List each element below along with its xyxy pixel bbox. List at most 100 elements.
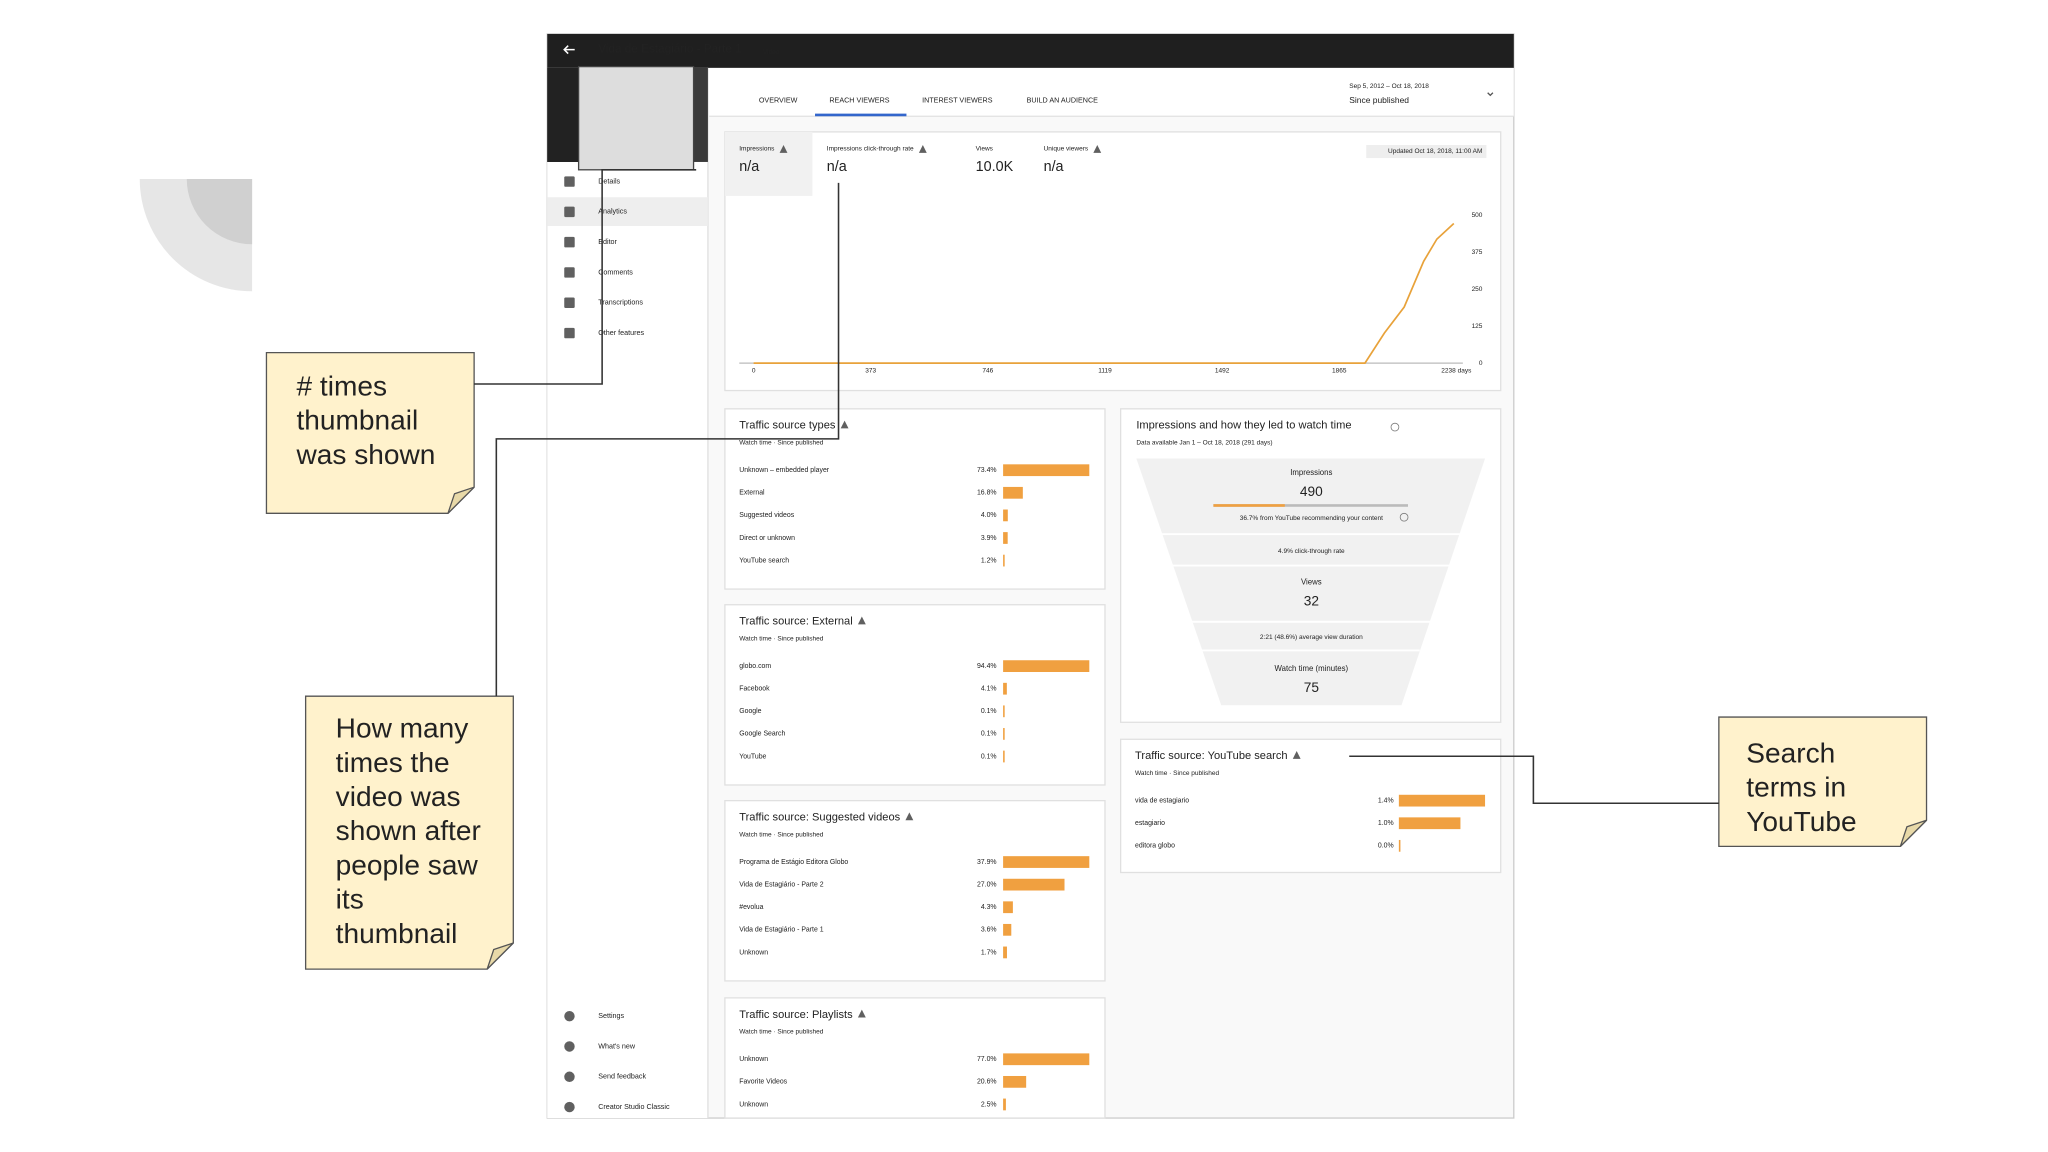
nav-icon	[564, 236, 575, 248]
funnel-label: Views	[1301, 578, 1322, 587]
note-text: people saw	[336, 849, 479, 880]
nav-item[interactable]: Settings	[598, 1012, 624, 1020]
funnel-note: 2:21 (48.6%) average view duration	[1260, 634, 1363, 641]
app-header	[547, 33, 1514, 68]
card-subtitle: Watch time · Since published	[739, 831, 824, 838]
source-value: 0.1%	[981, 753, 997, 760]
funnel-shape	[1136, 458, 1486, 706]
y-tick-label: 0	[1479, 360, 1483, 367]
source-bar	[1003, 946, 1007, 959]
source-value: 1.4%	[1378, 797, 1394, 804]
metric-value: n/a	[827, 159, 847, 175]
tab[interactable]: OVERVIEW	[759, 96, 798, 104]
funnel-label: Watch time (minutes)	[1275, 664, 1349, 673]
source-bar	[1003, 901, 1013, 914]
updated-note: Updated Oct 18, 2018, 11:00 AM	[1388, 148, 1482, 155]
note-text: YouTube	[1746, 806, 1856, 837]
source-value: 20.6%	[977, 1079, 997, 1086]
funnel-title: Impressions and how they led to watch ti…	[1136, 420, 1351, 432]
metric-value: 10.0K	[976, 159, 1014, 175]
metric-label: Impressions	[739, 146, 775, 153]
note-boxes	[265, 352, 1928, 970]
card-title: Traffic source: YouTube search	[1135, 750, 1288, 762]
tab[interactable]: BUILD AN AUDIENCE	[1027, 96, 1099, 104]
info-icon	[857, 616, 866, 625]
nav-item[interactable]: Send feedback	[598, 1073, 646, 1081]
note-text: # times	[296, 370, 387, 401]
back-arrow[interactable]	[563, 45, 575, 55]
info-icon	[918, 144, 927, 153]
source-value: 27.0%	[977, 881, 997, 888]
nav-item[interactable]: What's new	[598, 1042, 636, 1050]
source-value: 3.9%	[981, 535, 997, 542]
funnel-value: 32	[1304, 594, 1319, 609]
source-name: Favorite Videos	[739, 1079, 787, 1086]
source-value: 1.7%	[981, 949, 997, 956]
source-name: vida de estagiario	[1135, 797, 1189, 804]
source-bar	[1003, 486, 1023, 499]
note-text: was shown	[295, 439, 435, 470]
funnel-value: 490	[1300, 484, 1323, 499]
nav-item[interactable]: Editor	[598, 238, 617, 246]
note-text: thumbnail	[296, 405, 418, 436]
x-tick-label: 1119	[1098, 368, 1112, 375]
source-name: editora globo	[1135, 843, 1175, 850]
source-bar	[1003, 878, 1065, 891]
impressions-line	[753, 222, 1455, 364]
info-icon	[1093, 144, 1102, 153]
source-name: #evolua	[739, 904, 763, 911]
updated-badge	[1366, 144, 1487, 159]
x-tick-label: 746	[982, 368, 993, 375]
note-text: thumbnail	[336, 918, 458, 949]
metrics-card	[724, 131, 1502, 392]
metric-label: Views	[976, 146, 994, 153]
source-bar	[1003, 923, 1012, 936]
y-tick-label: 125	[1472, 323, 1483, 330]
card-title: Traffic source: External	[739, 616, 852, 628]
card-subtitle: Watch time · Since published	[739, 635, 824, 642]
date-period[interactable]: Since published	[1349, 95, 1409, 105]
nav-item[interactable]: Transcriptions	[598, 299, 643, 307]
nav-item[interactable]: Creator Studio Classic	[598, 1103, 670, 1111]
info-icon	[1292, 751, 1301, 759]
nav-icon	[564, 267, 575, 278]
source-value: 0.0%	[1378, 843, 1394, 850]
card-subtitle: Watch time · Since published	[739, 1029, 824, 1036]
source-bar	[1003, 1075, 1027, 1088]
source-bar	[1003, 464, 1090, 477]
source-name: Google	[739, 708, 761, 715]
source-name: Suggested videos	[739, 512, 794, 519]
note-text: times the	[336, 747, 450, 778]
source-name: YouTube	[739, 753, 766, 760]
tab[interactable]: REACH VIEWERS	[829, 96, 889, 104]
nav-icon	[564, 1041, 575, 1052]
funnel-note: 4.9% click-through rate	[1278, 548, 1345, 555]
tab[interactable]: INTEREST VIEWERS	[922, 96, 993, 104]
date-range: Sep 5, 2012 – Oct 18, 2018	[1349, 83, 1429, 90]
nav-item[interactable]: Comments	[598, 268, 633, 276]
info-icon	[857, 1009, 866, 1018]
source-bar	[1003, 728, 1005, 740]
source-value: 77.0%	[977, 1056, 997, 1063]
source-bar	[1003, 660, 1090, 672]
info-icon	[905, 812, 914, 821]
info-icon	[840, 420, 849, 429]
dropdown-caret[interactable]	[1487, 92, 1494, 97]
source-bar	[1003, 1098, 1006, 1111]
source-bar	[1398, 839, 1401, 852]
nav-item[interactable]: Details	[598, 177, 620, 185]
note-text: its	[336, 884, 364, 915]
source-bar	[1003, 750, 1005, 763]
funnel-dividers	[1146, 533, 1476, 652]
source-name: Unknown	[739, 1101, 768, 1108]
source-name: Unknown	[739, 949, 768, 956]
info-icon	[779, 144, 788, 153]
note-text: Search	[1746, 737, 1835, 768]
source-name: globo.com	[739, 663, 771, 670]
nav-item[interactable]: Other features	[598, 329, 644, 337]
note-text: video was	[336, 781, 461, 812]
source-name: Unknown – embedded player	[739, 467, 830, 474]
nav-item[interactable]: Analytics	[598, 208, 627, 216]
